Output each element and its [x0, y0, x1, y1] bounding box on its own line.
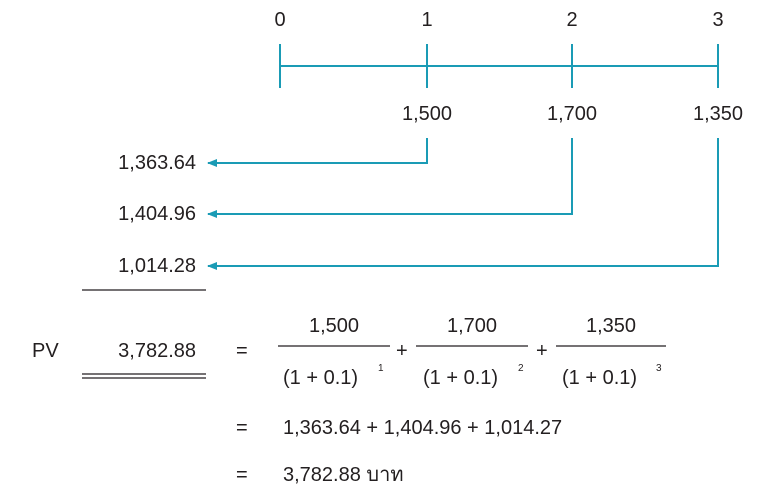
pv-result: 3,782.88 บาท — [283, 464, 404, 486]
fraction-3-numerator: 1,350 — [585, 315, 637, 337]
plus-sign-2: + — [536, 340, 548, 362]
cash-flow-2: 1,700 — [546, 103, 598, 125]
discount-arrow-1 — [207, 138, 428, 167]
discounted-value-1: 1,363.64 — [118, 152, 196, 174]
cash-flow-1: 1,500 — [401, 103, 453, 125]
fraction-2-denominator: (1 + 0.1) — [423, 367, 499, 389]
fraction-2-numerator: 1,700 — [446, 315, 498, 337]
equals-sign-3: = — [236, 464, 248, 486]
plus-sign-1: + — [396, 340, 408, 362]
period-label-1: 1 — [421, 9, 433, 31]
equals-sign-1: = — [236, 340, 248, 362]
fraction-3-exponent: 3 — [656, 363, 662, 374]
fraction-2-exponent: 2 — [518, 363, 524, 374]
fraction-1-denominator: (1 + 0.1) — [283, 367, 359, 389]
cash-flow-3: 1,350 — [692, 103, 744, 125]
equals-sign-2: = — [236, 417, 248, 439]
pv-label: PV — [32, 340, 59, 362]
fraction-3-denominator: (1 + 0.1) — [562, 367, 638, 389]
sum-rules — [82, 289, 206, 379]
period-label-2: 2 — [566, 9, 578, 31]
timeline — [279, 44, 719, 88]
fraction-1-exponent: 1 — [378, 363, 384, 374]
pv-expansion: 1,363.64 + 1,404.96 + 1,014.27 — [283, 417, 563, 439]
period-label-0: 0 — [274, 9, 286, 31]
discounted-value-3: 1,014.28 — [118, 255, 196, 277]
discount-arrows — [207, 138, 719, 270]
discount-arrow-3 — [207, 138, 719, 270]
period-label-3: 3 — [712, 9, 724, 31]
fraction-1-numerator: 1,500 — [308, 315, 360, 337]
discounted-value-2: 1,404.96 — [118, 203, 196, 225]
discount-arrow-2 — [207, 138, 573, 218]
pv-total: 3,782.88 — [118, 340, 196, 362]
